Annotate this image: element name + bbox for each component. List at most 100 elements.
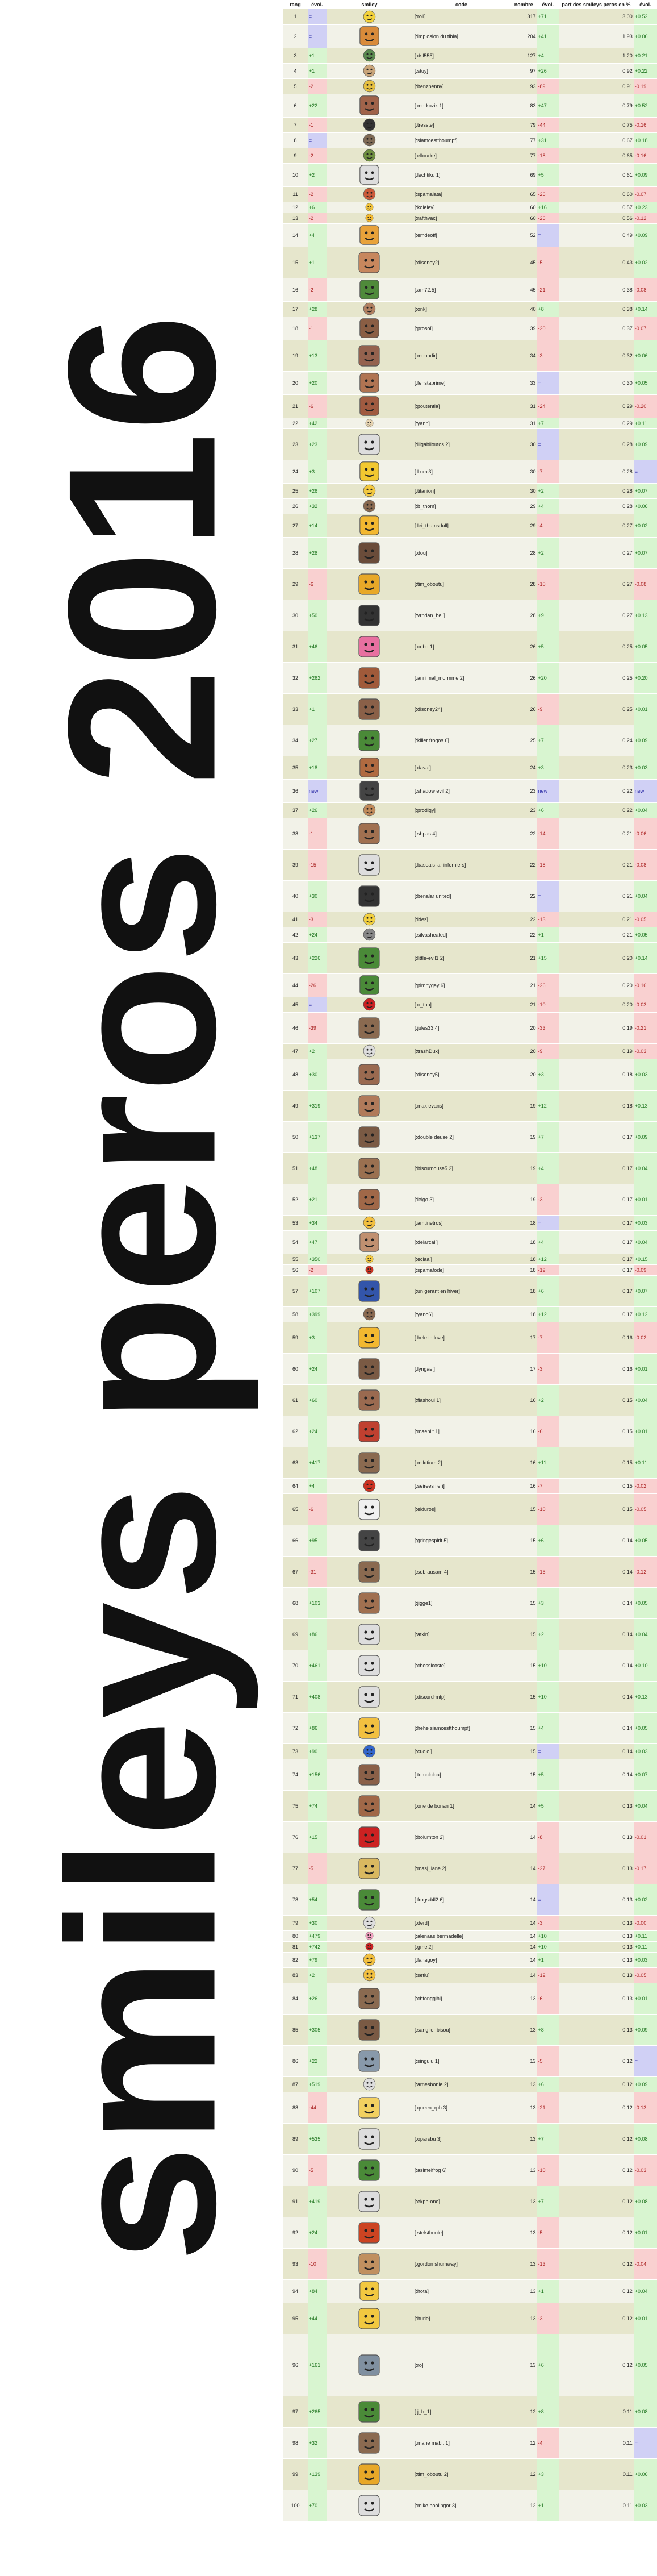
cell-code: [:flashoul 1] (412, 1384, 510, 1416)
cell-share: 0.22 (558, 802, 634, 818)
cell-smiley (326, 2334, 412, 2396)
smiley-image-icon (358, 1358, 380, 1380)
cell-smiley (326, 818, 412, 850)
cell-count: 23 (510, 779, 537, 803)
cell-count-evo: +12 (537, 1090, 559, 1122)
header-rank: rang (283, 0, 308, 9)
cell-count-evo: +6 (537, 1525, 559, 1557)
cell-rank: 3 (283, 48, 308, 64)
cell-count: 14 (510, 1941, 537, 1953)
cell-smiley (326, 498, 412, 514)
cell-smiley (326, 394, 412, 418)
cell-count: 15 (510, 1556, 537, 1588)
cell-count: 18 (510, 1215, 537, 1231)
cell-share-evo: +0.09 (633, 725, 657, 756)
cell-share: 0.43 (558, 247, 634, 278)
cell-smiley (326, 1983, 412, 2015)
cell-rank: 32 (283, 662, 308, 694)
cell-evo: +79 (307, 1952, 327, 1968)
cell-smiley (326, 24, 412, 48)
smiley-image-icon (358, 1280, 380, 1302)
cell-code: [:am72.5] (412, 278, 510, 302)
cell-smiley (326, 1681, 412, 1713)
cell-rank: 38 (283, 818, 308, 850)
cell-count: 17 (510, 1353, 537, 1385)
cell-smiley (326, 483, 412, 499)
cell-rank: 44 (283, 973, 308, 997)
cell-rank: 57 (283, 1275, 308, 1307)
cell-code: [:yann] (412, 418, 510, 429)
cell-share-evo: -0.16 (633, 973, 657, 997)
cell-evo: -6 (307, 1493, 327, 1525)
smiley-image-icon (359, 318, 379, 338)
cell-share-evo: +0.11 (633, 418, 657, 429)
cell-evo: -2 (307, 186, 327, 202)
cell-count: 16 (510, 1447, 537, 1479)
cell-evo: +24 (307, 927, 327, 943)
cell-smiley (326, 693, 412, 725)
table-row: 32 +262 [:anri mal_mormme 2] 26 +20 0.25 +0.20 (283, 662, 657, 694)
cell-share: 0.21 (558, 912, 634, 927)
cell-rank: 5 (283, 78, 308, 94)
cell-smiley (326, 631, 412, 663)
cell-count-evo: -13 (537, 912, 559, 927)
cell-code: [:koleley] (412, 202, 510, 213)
cell-share-evo: +0.04 (633, 1790, 657, 1822)
cell-share: 0.29 (558, 394, 634, 418)
cell-share-evo: -0.00 (633, 1915, 657, 1931)
smiley-image-icon (363, 1969, 376, 1982)
cell-share: 0.38 (558, 301, 634, 317)
cell-evo: +26 (307, 1983, 327, 2015)
cell-code: [:cuolol] (412, 1743, 510, 1759)
smiley-image-icon (359, 1232, 379, 1252)
cell-count-evo: -3 (537, 1915, 559, 1931)
smiley-image-icon (358, 2221, 380, 2244)
cell-rank: 81 (283, 1941, 308, 1953)
cell-count: 13 (510, 2186, 537, 2217)
cell-code: [:masj_lane 2] (412, 1853, 510, 1884)
cell-count-evo: -3 (537, 340, 559, 372)
cell-count: 93 (510, 78, 537, 94)
table-row: 78 +54 [:frogsd4l2 6] 14 = 0.13 +0.02 (283, 1884, 657, 1916)
cell-count-evo: +1 (537, 2490, 559, 2521)
cell-code: [:sobrausam 4] (412, 1556, 510, 1588)
cell-count-evo: +1 (537, 1952, 559, 1968)
table-row: 27 +14 [:lei_thumsdull] 29 -4 0.27 +0.02 (283, 514, 657, 538)
cell-rank: 42 (283, 927, 308, 943)
cell-count-evo: +16 (537, 202, 559, 213)
cell-count: 52 (510, 223, 537, 247)
cell-count: 19 (510, 1152, 537, 1184)
cell-share: 0.17 (558, 1121, 634, 1153)
table-row: 50 +137 [:double deuse 2] 19 +7 0.17 +0.09 (283, 1121, 657, 1153)
cell-rank: 50 (283, 1121, 308, 1153)
smiley-image-icon (359, 461, 379, 481)
table-row: 66 +95 [:gringespirit 5] 15 +6 0.14 +0.05 (283, 1525, 657, 1557)
cell-count: 20 (510, 1012, 537, 1044)
ranking-table-wrapper: rang évol. smiley code nombre évol. part… (283, 0, 657, 2521)
cell-share-evo: new (633, 779, 657, 803)
smiley-image-icon (359, 95, 379, 115)
cell-rank: 33 (283, 693, 308, 725)
cell-code: [:baseals lar inferniers] (412, 849, 510, 881)
table-row: 77 -5 [:masj_lane 2] 14 -27 0.13 -0.17 (283, 1853, 657, 1884)
cell-evo: +1 (307, 63, 327, 79)
cell-smiley (326, 301, 412, 317)
cell-count: 69 (510, 163, 537, 187)
cell-count: 15 (510, 1650, 537, 1682)
cell-share-evo: +0.04 (633, 1152, 657, 1184)
cell-evo: +1 (307, 693, 327, 725)
cell-share-evo: +0.07 (633, 537, 657, 569)
cell-code: [:lelgo 3] (412, 1184, 510, 1216)
cell-smiley (326, 600, 412, 631)
cell-code: [:yano6] (412, 1306, 510, 1322)
cell-share: 0.75 (558, 117, 634, 133)
smiley-image-icon (363, 1216, 376, 1229)
cell-share-evo: +0.09 (633, 2076, 657, 2092)
cell-rank: 88 (283, 2092, 308, 2124)
cell-evo: +60 (307, 1384, 327, 1416)
smiley-image-icon (358, 698, 380, 720)
cell-count: 22 (510, 927, 537, 943)
cell-count-evo: +3 (537, 1587, 559, 1619)
cell-code: [:roll] (412, 9, 510, 25)
cell-count: 26 (510, 693, 537, 725)
